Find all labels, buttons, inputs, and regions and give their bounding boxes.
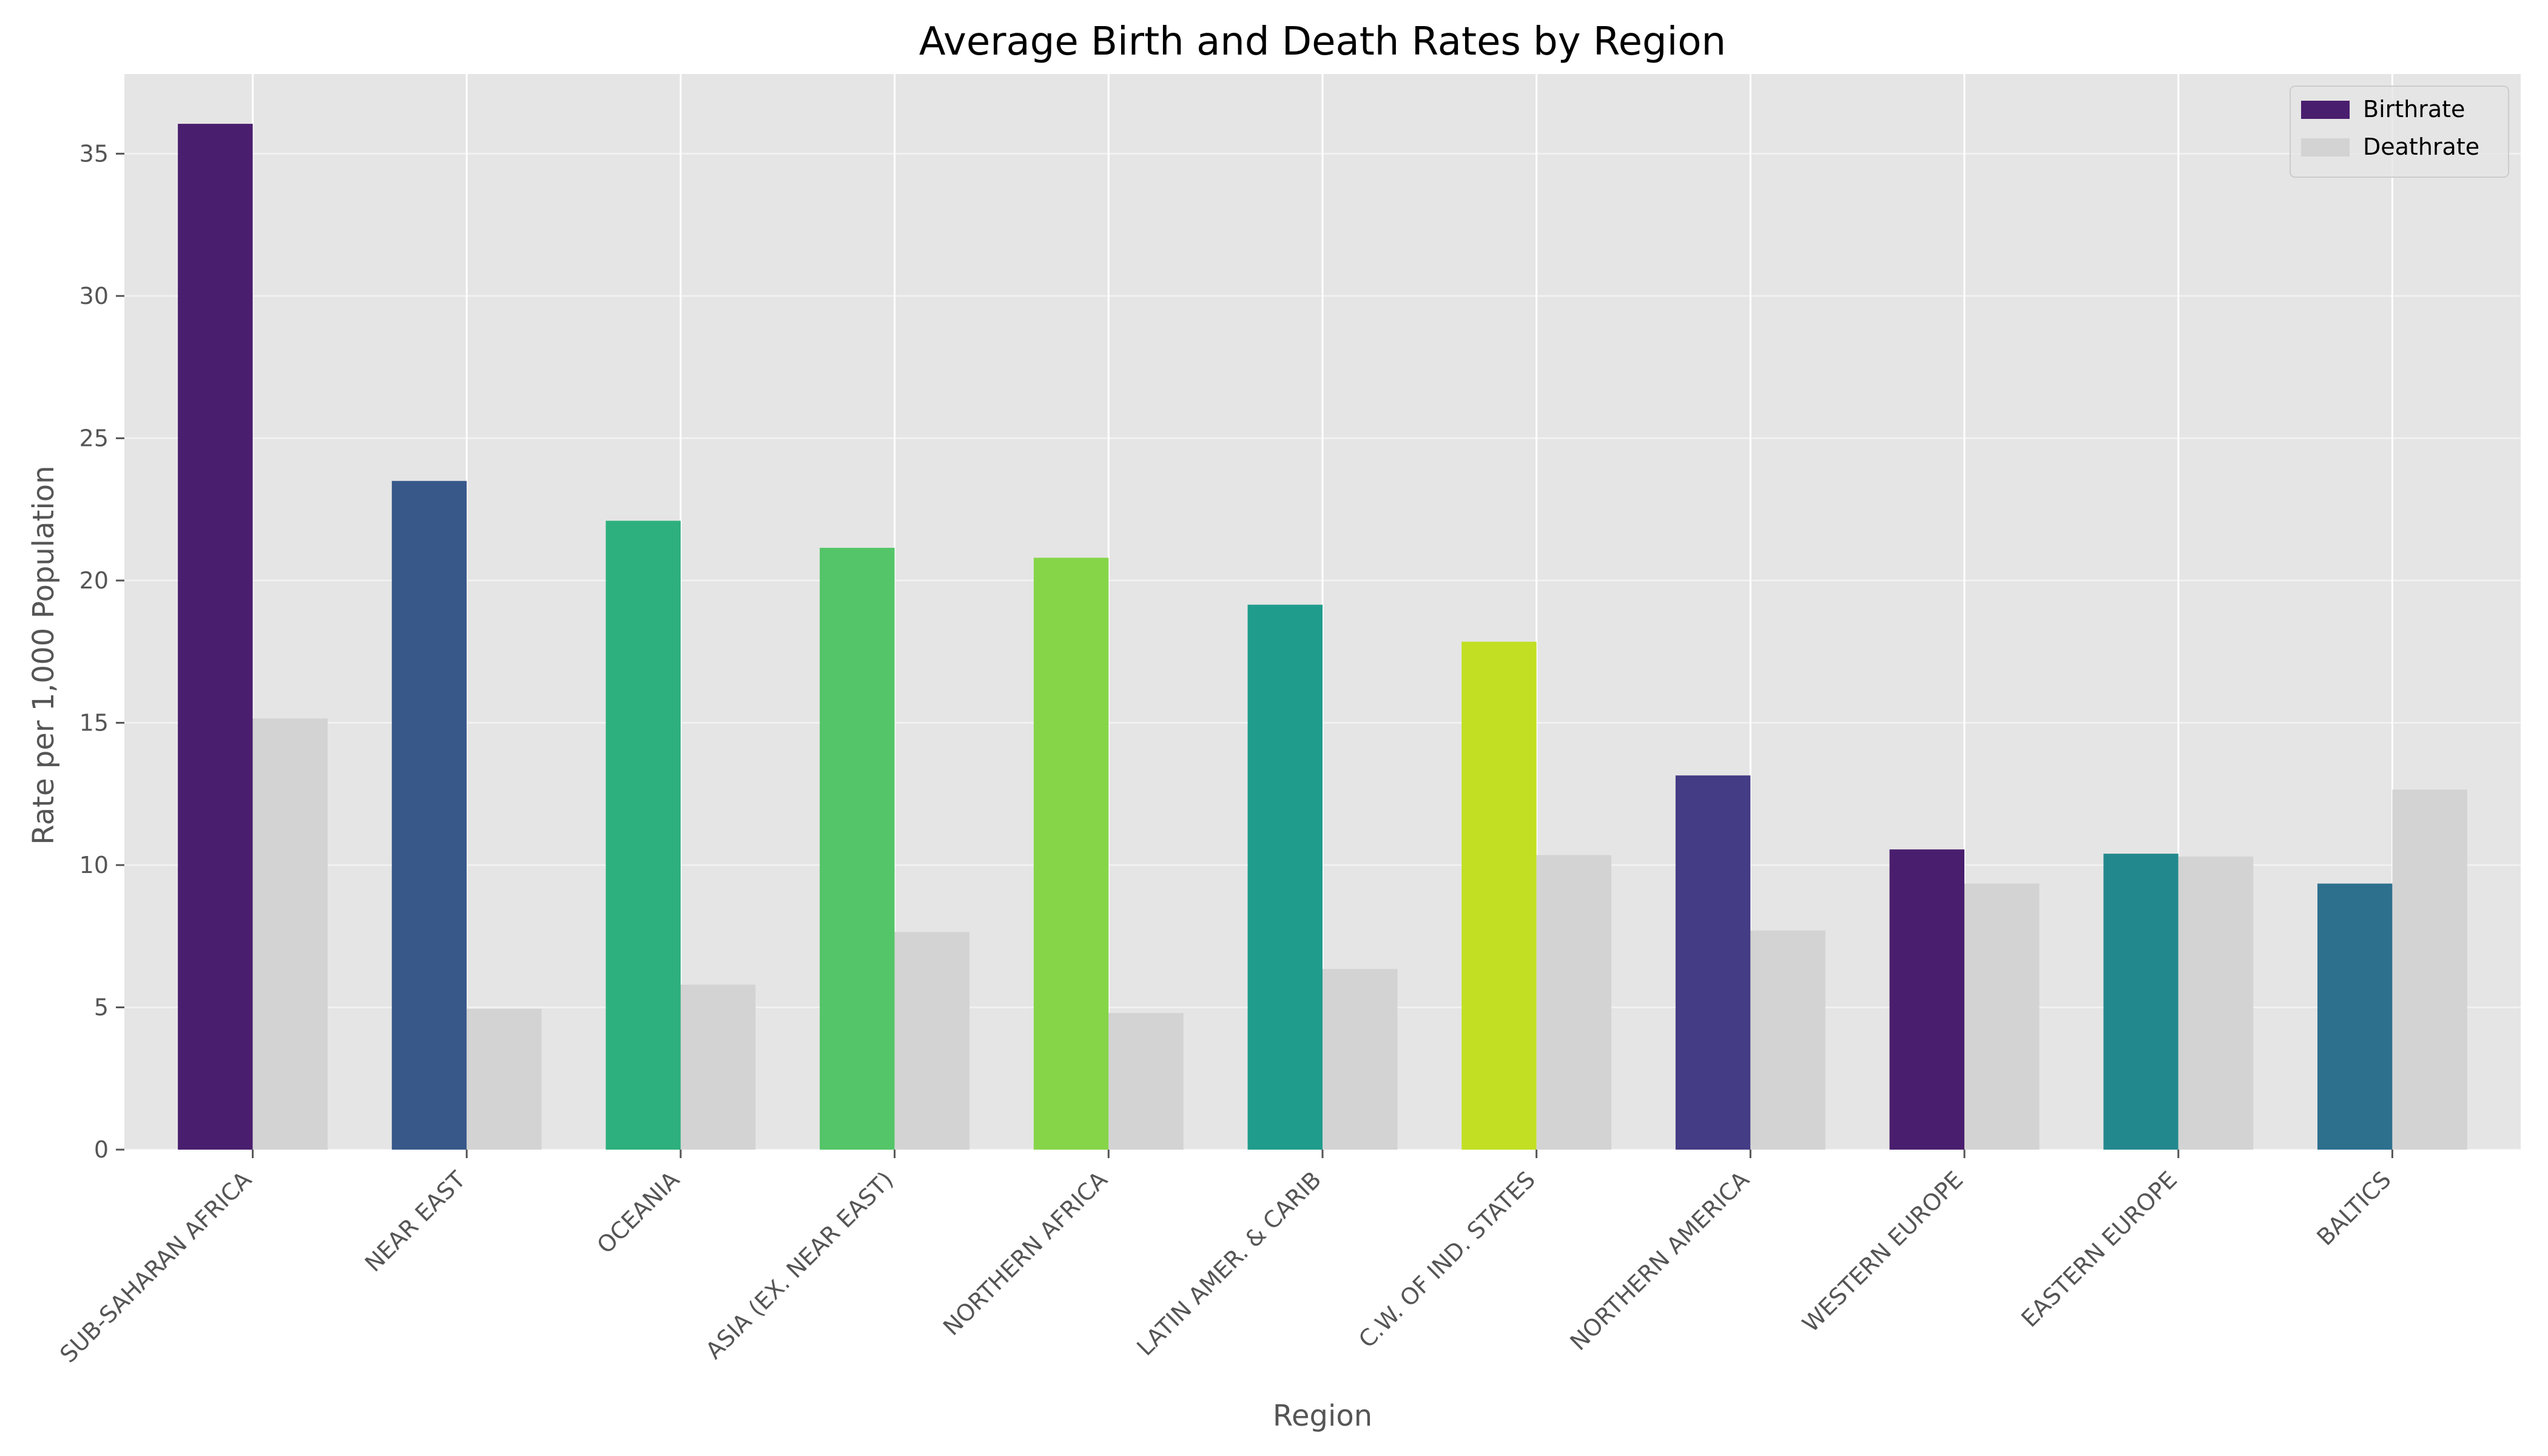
- y-tick-label: 15: [79, 709, 109, 736]
- y-axis-ticks: 0 5 10 15 20 25 30 35: [79, 140, 124, 1163]
- x-axis-label: Region: [1273, 1399, 1372, 1433]
- legend: Birthrate Deathrate: [2290, 86, 2509, 178]
- y-axis-label: Rate per 1,000 Population: [27, 465, 61, 844]
- y-tick-label: 20: [79, 567, 109, 594]
- y-tick-label: 30: [79, 283, 109, 309]
- bar-deathrate: [680, 984, 756, 1150]
- y-tick-label: 5: [94, 994, 109, 1020]
- bar-birthrate: [1461, 641, 1537, 1150]
- bar-deathrate: [894, 932, 970, 1150]
- bar-birthrate: [2103, 854, 2179, 1150]
- y-tick-label: 35: [79, 140, 109, 167]
- bar-birthrate: [2317, 883, 2393, 1150]
- bar-birthrate: [820, 547, 895, 1150]
- bar-deathrate: [467, 1008, 542, 1150]
- bars: [178, 124, 2467, 1150]
- bar-birthrate: [1675, 775, 1751, 1150]
- bar-deathrate: [252, 718, 328, 1150]
- legend-label: Deathrate: [2363, 133, 2479, 160]
- bar-deathrate: [1964, 883, 2040, 1150]
- y-tick-label: 0: [94, 1136, 109, 1163]
- bar-birthrate: [1033, 558, 1109, 1150]
- chart-title: Average Birth and Death Rates by Region: [919, 19, 1726, 64]
- bar-deathrate: [1323, 969, 1398, 1150]
- bar-birthrate: [1889, 849, 1965, 1150]
- bar-deathrate: [2178, 856, 2254, 1150]
- bar-deathrate: [1536, 855, 1612, 1150]
- y-tick-label: 10: [79, 852, 109, 878]
- bar-birthrate: [391, 480, 467, 1150]
- legend-swatch: [2301, 101, 2350, 119]
- y-tick-label: 25: [79, 425, 109, 451]
- bar-deathrate: [1750, 930, 1825, 1150]
- bar-birthrate: [178, 124, 253, 1150]
- bar-birthrate: [605, 521, 681, 1150]
- legend-label: Birthrate: [2363, 96, 2465, 123]
- bar-birthrate: [1247, 604, 1323, 1150]
- bar-deathrate: [2392, 789, 2467, 1150]
- legend-swatch: [2301, 138, 2350, 157]
- bar-deathrate: [1108, 1013, 1184, 1150]
